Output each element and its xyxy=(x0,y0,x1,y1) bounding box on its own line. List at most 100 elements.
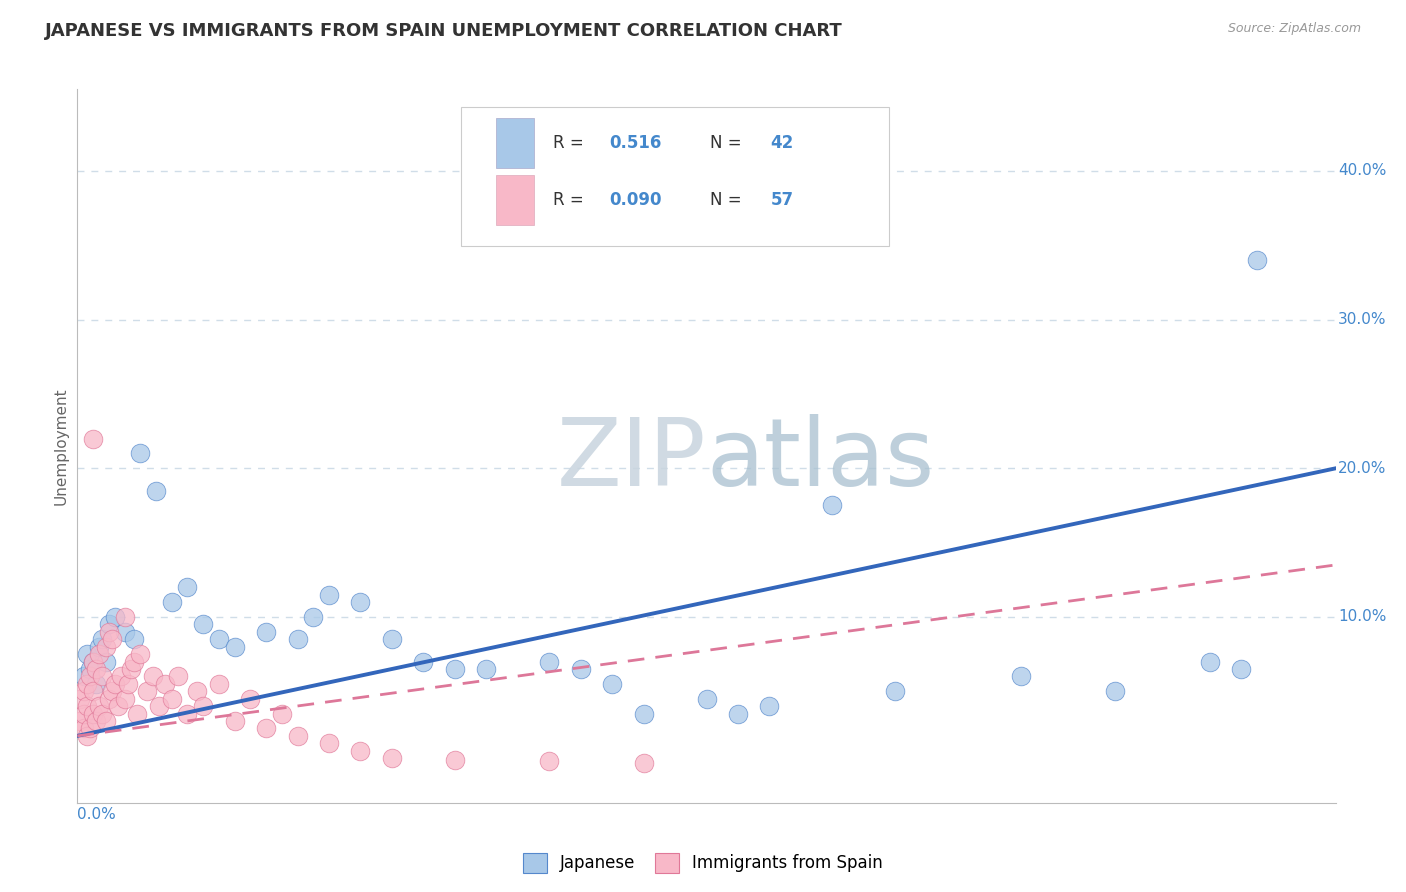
Point xyxy=(89,699,111,714)
Point xyxy=(821,499,844,513)
Point xyxy=(142,669,165,683)
Point xyxy=(72,669,94,683)
Point xyxy=(167,669,190,683)
Point xyxy=(1104,684,1126,698)
Point xyxy=(89,647,111,661)
Point xyxy=(412,655,434,669)
Point xyxy=(114,610,136,624)
Point xyxy=(696,691,718,706)
Text: 0.516: 0.516 xyxy=(610,134,662,152)
Point xyxy=(191,699,215,714)
Point xyxy=(208,632,231,647)
Point xyxy=(270,706,292,721)
Text: R =: R = xyxy=(553,191,589,209)
Point xyxy=(318,588,340,602)
Point xyxy=(569,662,592,676)
Point xyxy=(381,751,404,765)
Point xyxy=(633,706,655,721)
Text: N =: N = xyxy=(710,134,747,152)
Point xyxy=(1198,655,1220,669)
Point xyxy=(82,706,104,721)
Text: 10.0%: 10.0% xyxy=(1339,609,1386,624)
Point xyxy=(160,691,183,706)
Point xyxy=(104,610,127,624)
FancyBboxPatch shape xyxy=(461,107,889,246)
Point xyxy=(160,595,183,609)
Point xyxy=(76,729,98,743)
Text: 40.0%: 40.0% xyxy=(1339,163,1386,178)
FancyBboxPatch shape xyxy=(496,175,534,225)
Point xyxy=(107,699,129,714)
Point xyxy=(97,691,120,706)
Point xyxy=(600,677,623,691)
Point xyxy=(155,677,177,691)
Point xyxy=(145,483,167,498)
Point xyxy=(94,714,117,728)
Point xyxy=(82,684,104,698)
Point xyxy=(727,706,749,721)
Point xyxy=(191,617,215,632)
Point xyxy=(69,691,91,706)
Point xyxy=(72,722,94,736)
Point xyxy=(239,691,262,706)
Point xyxy=(89,640,111,654)
Point xyxy=(72,706,94,721)
Point xyxy=(1246,253,1268,268)
Point xyxy=(758,699,780,714)
Point xyxy=(302,610,325,624)
Point xyxy=(97,617,120,632)
Point xyxy=(633,756,655,770)
Point xyxy=(84,714,107,728)
Point xyxy=(254,722,277,736)
Point xyxy=(76,699,98,714)
Point xyxy=(104,677,127,691)
Point xyxy=(72,684,94,698)
Point xyxy=(444,753,467,767)
Point xyxy=(91,632,114,647)
Point xyxy=(135,684,157,698)
Point xyxy=(114,624,136,639)
Point xyxy=(884,684,907,698)
Point xyxy=(224,714,246,728)
Point xyxy=(349,595,371,609)
Point xyxy=(117,677,139,691)
Point xyxy=(91,706,114,721)
Point xyxy=(114,691,136,706)
Point xyxy=(318,736,340,750)
Text: 42: 42 xyxy=(770,134,794,152)
Point xyxy=(69,714,91,728)
Point xyxy=(129,446,152,460)
Point xyxy=(444,662,467,676)
Point xyxy=(94,655,117,669)
Point xyxy=(287,632,309,647)
Point xyxy=(76,677,98,691)
Point xyxy=(79,722,101,736)
Point xyxy=(176,580,198,594)
Point xyxy=(538,655,561,669)
Point xyxy=(120,662,142,676)
Point xyxy=(208,677,231,691)
Point xyxy=(82,432,104,446)
Point xyxy=(186,684,208,698)
Point xyxy=(381,632,404,647)
Text: ZIP: ZIP xyxy=(557,414,707,507)
Text: JAPANESE VS IMMIGRANTS FROM SPAIN UNEMPLOYMENT CORRELATION CHART: JAPANESE VS IMMIGRANTS FROM SPAIN UNEMPL… xyxy=(45,22,842,40)
Point xyxy=(76,647,98,661)
Point xyxy=(101,632,124,647)
Text: 30.0%: 30.0% xyxy=(1339,312,1386,327)
Point xyxy=(82,655,104,669)
Point xyxy=(84,662,107,676)
Point xyxy=(122,632,145,647)
Point xyxy=(475,662,498,676)
Point xyxy=(94,640,117,654)
Legend: Japanese, Immigrants from Spain: Japanese, Immigrants from Spain xyxy=(516,847,890,880)
Point xyxy=(127,706,149,721)
Text: R =: R = xyxy=(553,134,589,152)
Point xyxy=(122,655,145,669)
Point xyxy=(1010,669,1032,683)
Text: 0.0%: 0.0% xyxy=(77,807,117,822)
Point xyxy=(1230,662,1253,676)
Point xyxy=(148,699,170,714)
Y-axis label: Unemployment: Unemployment xyxy=(53,387,69,505)
FancyBboxPatch shape xyxy=(496,118,534,168)
